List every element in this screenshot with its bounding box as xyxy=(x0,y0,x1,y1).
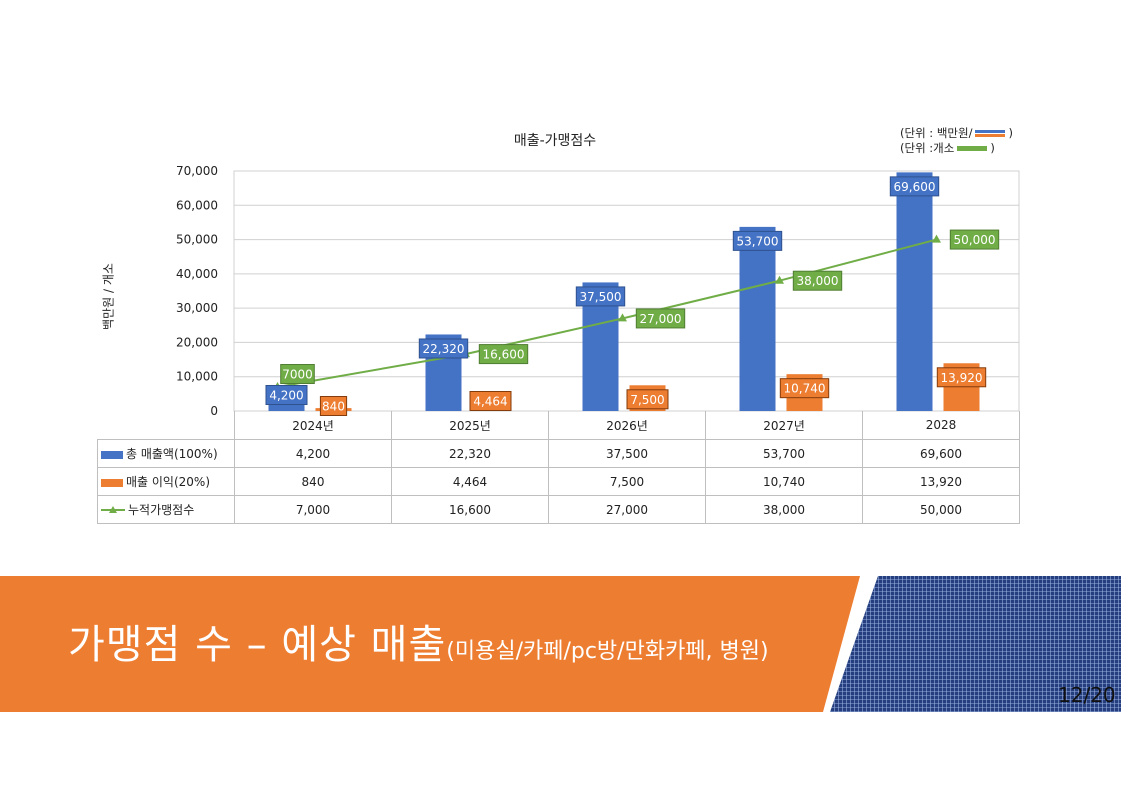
legend-key-total-sales xyxy=(101,450,123,459)
unit-legend-row-count: (단위 :개소 ) xyxy=(900,141,1013,156)
data-label-franchise-count-box xyxy=(635,308,686,329)
table-cell: 7,500 xyxy=(548,467,706,496)
data-label-profit: 10,740 xyxy=(784,382,826,396)
data-label-total-sales: 37,500 xyxy=(580,290,622,304)
data-label-profit-box xyxy=(779,378,830,399)
legend-key-profit xyxy=(101,478,123,487)
y-axis-title: 백만원 / 개소 xyxy=(101,263,116,330)
table-cell: 69,600 xyxy=(862,439,1020,468)
table-cell: 50,000 xyxy=(862,495,1020,524)
data-label-total-sales-box xyxy=(418,338,469,359)
category-label: 2026년 xyxy=(548,411,706,440)
series-name: 누적가맹점수 xyxy=(128,503,195,517)
series-header-franchise-count: 누적가맹점수 xyxy=(97,495,235,524)
title-banner xyxy=(0,576,860,712)
data-label-franchise-count: 38,000 xyxy=(797,274,839,288)
point-franchise-count xyxy=(932,234,941,243)
unit-legend-money-close: ) xyxy=(1008,126,1013,140)
series-header-total-sales: 총 매출액(100%) xyxy=(97,439,235,468)
table-cell: 10,740 xyxy=(705,467,863,496)
decorative-pattern xyxy=(830,576,1121,712)
series-name: 총 매출액(100%) xyxy=(126,447,218,461)
point-franchise-count xyxy=(775,275,784,284)
table-cell: 7,000 xyxy=(234,495,392,524)
chart-plot: 010,00020,00030,00040,00050,00060,00070,… xyxy=(176,164,1020,418)
data-label-profit: 4,464 xyxy=(473,395,507,409)
y-tick-label: 10,000 xyxy=(176,370,218,384)
table-category-row: 2024년 2025년 2026년 2027년 2028 xyxy=(97,411,1020,440)
data-label-total-sales: 22,320 xyxy=(423,342,465,356)
series-header-profit: 매출 이익(20%) xyxy=(97,467,235,496)
table-cell: 16,600 xyxy=(391,495,549,524)
y-tick-label: 30,000 xyxy=(176,301,218,315)
data-label-franchise-count: 16,600 xyxy=(483,348,525,362)
unit-legend-count-swatch xyxy=(957,146,988,151)
y-tick-label: 50,000 xyxy=(176,233,218,247)
table-row-profit: 매출 이익(20%) 840 4,464 7,500 10,740 13,920 xyxy=(97,467,1020,496)
data-label-franchise-count-box xyxy=(949,229,1000,250)
table-row-total-sales: 총 매출액(100%) 4,200 22,320 37,500 53,700 6… xyxy=(97,439,1020,468)
legend-key-franchise-count xyxy=(101,504,125,518)
y-tick-label: 20,000 xyxy=(176,335,218,349)
table-cell: 840 xyxy=(234,467,392,496)
table-cell: 22,320 xyxy=(391,439,549,468)
data-label-total-sales-box xyxy=(575,286,626,307)
data-label-franchise-count: 7000 xyxy=(282,368,313,382)
table-cell: 53,700 xyxy=(705,439,863,468)
data-label-total-sales: 69,600 xyxy=(894,180,936,194)
y-tick-label: 60,000 xyxy=(176,198,218,212)
category-label: 2027년 xyxy=(705,411,863,440)
page-number: 12/20 xyxy=(1058,683,1116,707)
y-tick-label: 70,000 xyxy=(176,164,218,178)
table-cell: 37,500 xyxy=(548,439,706,468)
data-label-profit-box xyxy=(626,389,669,410)
data-label-franchise-count: 50,000 xyxy=(954,233,996,247)
unit-legend-money-swatch xyxy=(975,130,1006,137)
slide-title-sub: (미용실/카페/pc방/만화카페, 병원) xyxy=(446,639,769,664)
data-label-profit: 7,500 xyxy=(630,393,664,407)
unit-legend: (단위 : 백만원/ ) (단위 :개소 ) xyxy=(900,126,1013,156)
data-label-profit-box xyxy=(469,391,512,411)
table-corner xyxy=(97,411,235,440)
slide-title: 가맹점 수 – 예상 매출(미용실/카페/pc방/만화카페, 병원) xyxy=(68,612,769,670)
unit-legend-count-label: (단위 :개소 xyxy=(900,141,955,155)
data-label-total-sales-box xyxy=(265,385,308,405)
table-cell: 4,200 xyxy=(234,439,392,468)
point-franchise-count xyxy=(618,313,627,322)
unit-legend-money-label: (단위 : 백만원/ xyxy=(900,126,973,140)
data-label-franchise-count-box xyxy=(280,364,315,384)
bar-total-sales xyxy=(739,226,776,411)
table-cell: 4,464 xyxy=(391,467,549,496)
y-tick-label: 40,000 xyxy=(176,267,218,281)
chart-title: 매출-가맹점수 xyxy=(513,133,597,149)
data-label-total-sales-box xyxy=(732,230,783,251)
unit-legend-count-close: ) xyxy=(990,141,995,155)
category-label: 2025년 xyxy=(391,411,549,440)
data-table: 2024년 2025년 2026년 2027년 2028 총 매출액(100%)… xyxy=(97,411,1020,524)
data-label-profit-box xyxy=(936,367,987,388)
data-label-profit: 840 xyxy=(322,400,345,414)
unit-legend-row-money: (단위 : 백만원/ ) xyxy=(900,126,1013,141)
table-row-franchise-count: 누적가맹점수 7,000 16,600 27,000 38,000 50,000 xyxy=(97,495,1020,524)
data-label-total-sales: 53,700 xyxy=(737,234,779,248)
table-cell: 27,000 xyxy=(548,495,706,524)
data-label-franchise-count-box xyxy=(792,270,843,291)
data-label-franchise-count-box xyxy=(478,344,529,365)
table-cell: 38,000 xyxy=(705,495,863,524)
data-label-franchise-count: 27,000 xyxy=(640,312,682,326)
data-label-total-sales-box xyxy=(889,176,940,197)
bar-total-sales xyxy=(896,172,933,411)
table-cell: 13,920 xyxy=(862,467,1020,496)
series-name: 매출 이익(20%) xyxy=(126,475,211,489)
category-label: 2024년 xyxy=(234,411,392,440)
data-label-total-sales: 4,200 xyxy=(269,389,303,403)
category-label: 2028 xyxy=(862,411,1020,440)
slide-title-main: 가맹점 수 – 예상 매출 xyxy=(68,622,447,668)
data-label-profit: 13,920 xyxy=(941,371,983,385)
